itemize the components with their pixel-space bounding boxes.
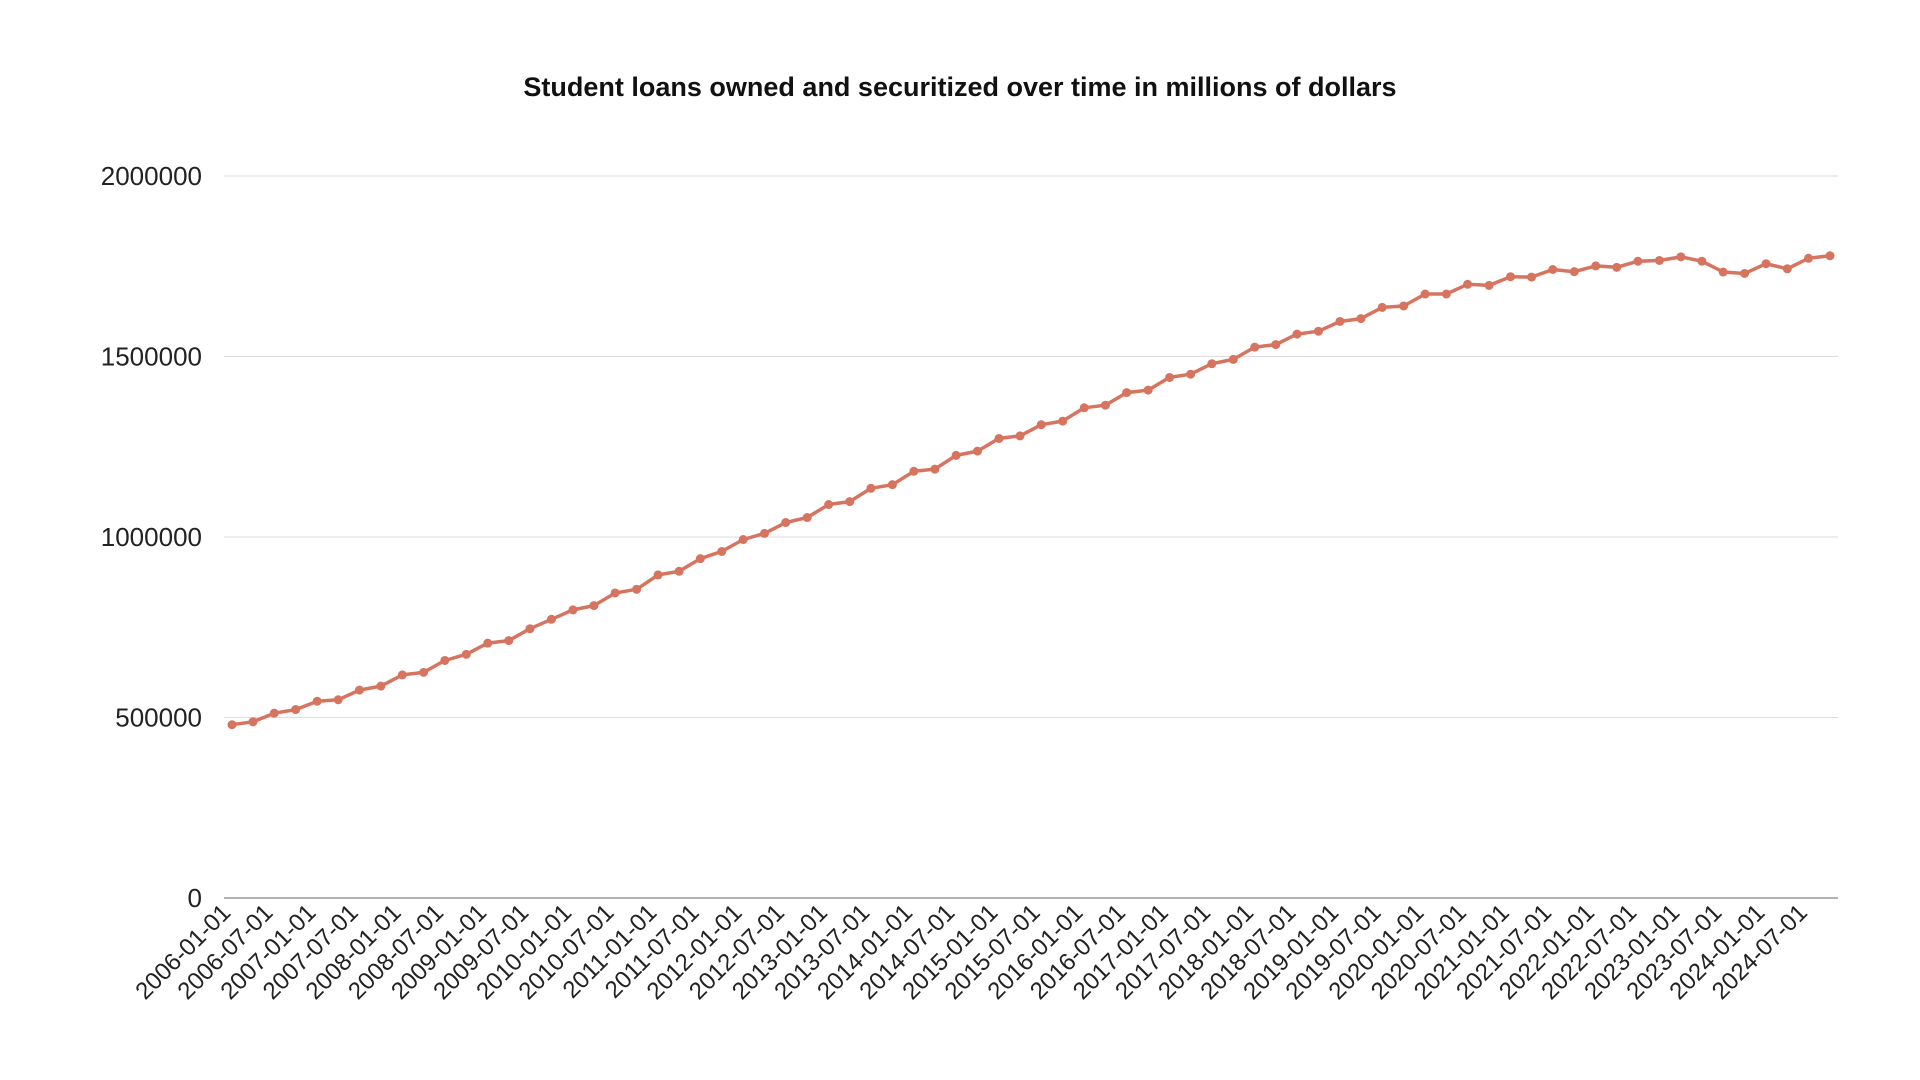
data-point [1804,253,1814,263]
data-point [632,584,642,594]
data-point [312,696,322,706]
data-point [1654,255,1664,265]
data-point [589,601,599,611]
data-point [909,466,919,476]
data-point [1463,279,1473,289]
series-line [231,254,1831,727]
data-point [1420,289,1430,299]
data-point [1676,252,1686,262]
data-point [695,554,705,564]
data-point [1697,256,1707,266]
data-point [824,500,834,510]
data-point [973,446,983,456]
data-point [1740,268,1750,278]
data-point [674,566,684,576]
data-point [802,513,812,523]
data-point [546,614,556,624]
data-point [1527,272,1537,282]
data-point [1612,262,1622,272]
data-point [1399,301,1409,311]
data-point [781,518,791,528]
data-point [1335,316,1345,326]
data-point [1079,403,1089,413]
data-point [1761,259,1771,269]
data-point [951,450,961,460]
data-point [248,717,258,727]
data-point [1548,264,1558,274]
data-point [1207,359,1217,369]
data-point [461,649,471,659]
data-point [568,605,578,615]
data-point [1271,340,1281,350]
data-point [1165,372,1175,382]
y-tick-label: 1000000 [101,522,202,552]
data-point [1569,267,1579,277]
data-point [1441,289,1451,299]
data-point [1015,431,1025,441]
data-point [376,681,386,691]
data-point [1356,314,1366,324]
data-point [1591,261,1601,271]
data-point [866,483,876,493]
data-point [1825,251,1835,261]
data-point [1633,256,1643,266]
y-tick-label: 1500000 [101,342,202,372]
data-point [525,624,535,634]
data-point [227,720,237,730]
data-point [738,535,748,545]
data-point [994,433,1004,443]
data-point [397,670,407,680]
data-point [291,705,301,715]
data-point [1036,420,1046,430]
data-point [1143,385,1153,395]
data-point [1377,302,1387,312]
data-point [440,655,450,665]
data-point [1484,280,1494,290]
data-point [354,685,364,695]
data-point [1250,342,1260,352]
y-tick-label: 500000 [115,703,202,733]
data-point [887,480,897,490]
data-point [333,695,343,705]
data-point [1058,416,1068,426]
data-point [1122,388,1132,398]
data-point [1313,326,1323,336]
data-point [610,588,620,598]
data-point [1506,272,1516,282]
data-point [269,708,279,718]
data-point [504,636,514,646]
data-point [1186,369,1196,379]
data-point [930,464,940,474]
data-point [1292,329,1302,339]
data-point [1718,267,1728,277]
data-point [845,497,855,507]
data-point [1782,264,1792,274]
data-point [717,546,727,556]
y-tick-label: 2000000 [101,161,202,191]
data-point [1228,354,1238,364]
data-point [760,528,770,538]
data-point [1100,400,1110,410]
chart-title: Student loans owned and securitized over… [523,72,1397,102]
data-point [483,638,493,648]
y-tick-label: 0 [188,883,202,913]
data-point [653,570,663,580]
data-point [419,667,429,677]
